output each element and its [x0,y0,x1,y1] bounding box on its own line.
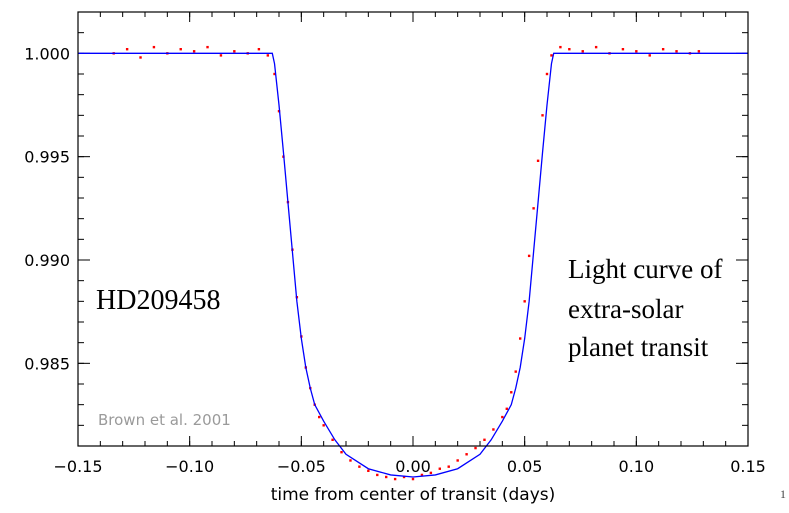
data-point [505,407,508,410]
data-point [192,50,196,53]
data-point [527,254,531,258]
data-point [376,473,379,477]
data-point [358,465,361,468]
data-point [385,475,388,479]
transit-model-line [78,52,748,478]
data-point [125,48,129,51]
x-axis-label: time from center of transit (days) [271,485,556,505]
data-point [402,475,406,479]
data-point [523,300,526,303]
data-point [594,45,598,49]
data-point [322,424,325,427]
x-tick-label: 0.15 [730,457,766,476]
y-tick-label: 0.995 [24,148,70,167]
data-point [661,48,665,51]
data-point [152,45,156,49]
data-point [349,459,352,462]
data-point [510,391,513,394]
data-point [648,54,651,57]
star-name-label: HD209458 [96,285,220,316]
data-point [331,438,334,441]
y-tick-label: 0.990 [24,251,70,270]
x-tick-label: −0.15 [53,457,102,476]
caption-line-3: planet transit [568,332,709,362]
caption-line-2: extra-solar [568,294,683,324]
data-point [675,50,678,53]
data-point [559,45,562,49]
data-point [273,72,276,76]
y-tick-label: 1.000 [24,44,70,63]
data-point [635,50,638,53]
x-tick-labels: −0.15 −0.10 −0.05 0.00 0.05 0.10 0.15 [53,457,765,476]
data-point [581,50,584,53]
data-point [318,415,321,419]
data-point [501,415,504,419]
data-point [257,48,261,51]
x-tick-label: 0.10 [619,457,655,476]
data-point [411,477,415,481]
x-tick-label: 0.05 [507,457,543,476]
data-point [550,54,553,57]
x-tick-label: −0.10 [165,457,214,476]
y-tick-label: 0.985 [24,354,70,373]
x-tick-label: 0.00 [395,457,431,476]
data-point [139,56,142,59]
data-point [179,48,182,51]
data-point [456,459,459,462]
data-point [219,54,223,57]
data-series [78,45,748,481]
caption-block: Light curve of extra-solar planet transi… [568,254,722,362]
y-tick-labels: 0.985 0.990 0.995 1.000 [24,44,70,373]
data-point [621,48,625,51]
data-point [483,438,486,441]
data-point [340,451,343,454]
data-point [514,370,517,373]
plot-frame [77,11,749,447]
data-point [420,473,424,477]
credit-label: Brown et al. 2001 [98,411,231,429]
data-point [474,446,477,450]
data-point [266,54,270,57]
data-point [541,114,544,117]
tick-marks [77,11,749,447]
caption-line-1: Light curve of [568,254,722,284]
data-point [545,72,549,76]
data-point [536,159,540,162]
data-point [438,467,441,470]
x-tick-label: −0.05 [277,457,326,476]
data-point [447,465,450,468]
data-point [367,469,370,472]
data-point [465,453,468,456]
slide-number: 1 [780,487,786,501]
data-point [233,50,236,53]
data-point [697,50,701,53]
data-point [429,471,433,475]
data-point [393,477,397,481]
data-point [532,207,535,210]
data-point [492,428,495,431]
data-point [206,45,209,49]
data-point [519,337,522,340]
data-point [568,48,571,51]
